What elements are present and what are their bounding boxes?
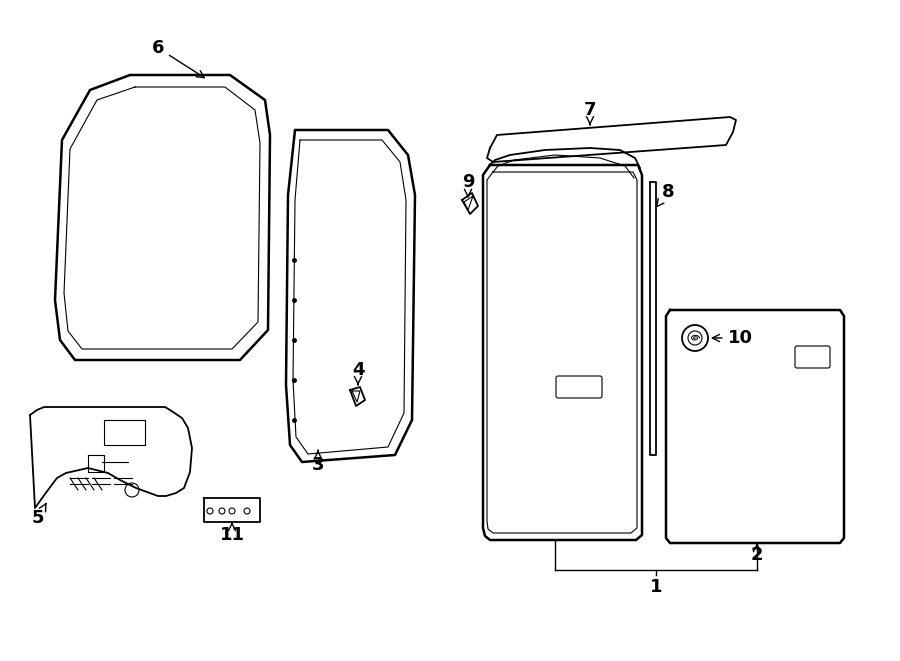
Text: 8: 8 <box>657 183 674 207</box>
Text: 5: 5 <box>32 504 46 527</box>
Text: 7: 7 <box>584 101 596 125</box>
Text: 9: 9 <box>462 173 474 197</box>
Text: 3: 3 <box>311 450 324 474</box>
Text: 6: 6 <box>152 39 204 77</box>
Text: 11: 11 <box>220 523 245 544</box>
Text: 10: 10 <box>712 329 752 347</box>
Text: 4: 4 <box>352 361 365 385</box>
Text: 1: 1 <box>650 578 662 596</box>
Text: 2: 2 <box>751 543 763 564</box>
